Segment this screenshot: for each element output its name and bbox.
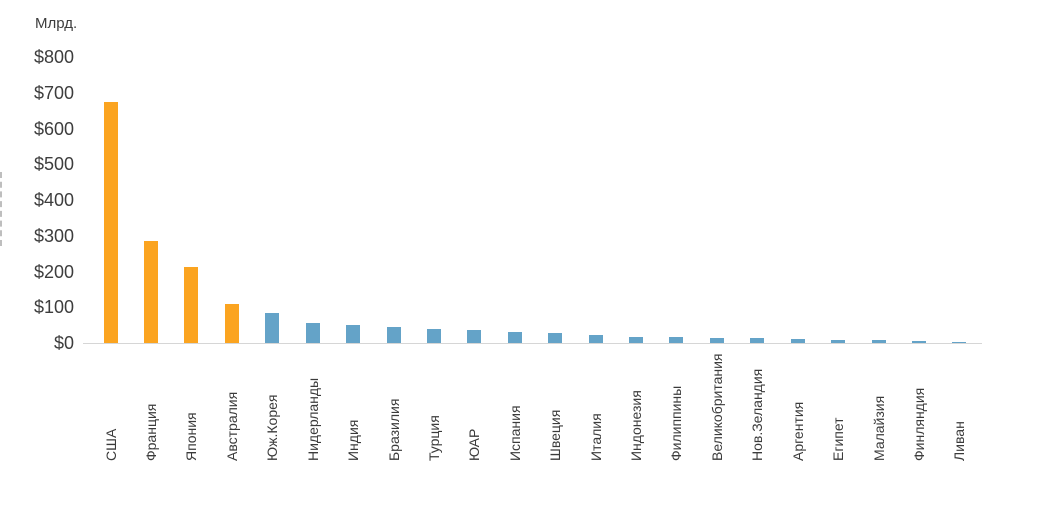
y-tick-label: $700 — [33, 82, 74, 103]
x-tick-label: Нов.Зеландия — [749, 368, 766, 461]
x-tick-label: Япония — [183, 412, 200, 461]
bar — [588, 334, 603, 343]
y-tick-label: $500 — [33, 154, 74, 175]
bar — [507, 332, 522, 343]
y-tick-label: $800 — [33, 47, 74, 67]
bar — [386, 326, 401, 343]
x-tick-label: Великобритания — [708, 353, 725, 461]
bar — [548, 332, 563, 343]
y-tick-label: $200 — [33, 261, 74, 282]
y-tick-label: $600 — [33, 118, 74, 139]
bar — [144, 241, 159, 343]
x-tick-label: Индия — [345, 419, 362, 461]
bar — [871, 340, 886, 343]
x-tick-label: Бразилия — [385, 398, 402, 461]
bar — [265, 313, 280, 343]
y-tick-label: $0 — [53, 333, 74, 353]
clipped-axis-title-fragment — [0, 172, 5, 246]
bar — [103, 101, 118, 343]
x-tick-label: Швеция — [547, 409, 564, 461]
bar — [912, 341, 926, 343]
y-tick-label: $100 — [33, 297, 74, 318]
bar — [790, 339, 805, 343]
x-tick-label: Филиппины — [668, 385, 685, 461]
bar — [709, 337, 724, 343]
x-tick-label: ЮАР — [466, 428, 483, 461]
x-tick-label: Испания — [506, 405, 523, 461]
x-tick-label: Юж.Корея — [264, 394, 281, 462]
x-axis-line — [83, 343, 982, 344]
x-tick-label: США — [102, 428, 119, 461]
x-tick-label: Ливан — [951, 421, 968, 461]
bar — [831, 340, 846, 343]
x-tick-label: Египет — [830, 417, 847, 461]
bar — [750, 338, 765, 343]
x-tick-label: Австралия — [223, 391, 240, 461]
x-tick-label: Финляндия — [911, 387, 927, 461]
bar — [952, 342, 967, 343]
bar — [426, 328, 441, 343]
y-tick-label: $400 — [33, 190, 74, 210]
x-tick-label: Аргентия — [789, 401, 806, 461]
x-tick-label: Нидерланды — [304, 377, 321, 461]
bar — [346, 325, 361, 343]
bar — [224, 304, 239, 343]
bar — [669, 337, 684, 343]
y-axis-unit-label: Млрд. — [35, 15, 78, 32]
y-tick-label: $300 — [33, 225, 74, 246]
x-tick-label: Индонезия — [628, 390, 645, 461]
x-tick-label: Турция — [425, 415, 442, 461]
bar — [184, 267, 199, 343]
x-tick-label: Малайзия — [870, 395, 887, 461]
bar — [467, 329, 482, 343]
bar — [305, 323, 320, 343]
x-tick-label: Франция — [143, 403, 160, 461]
bar — [629, 336, 644, 343]
x-tick-label: Италия — [587, 413, 604, 461]
